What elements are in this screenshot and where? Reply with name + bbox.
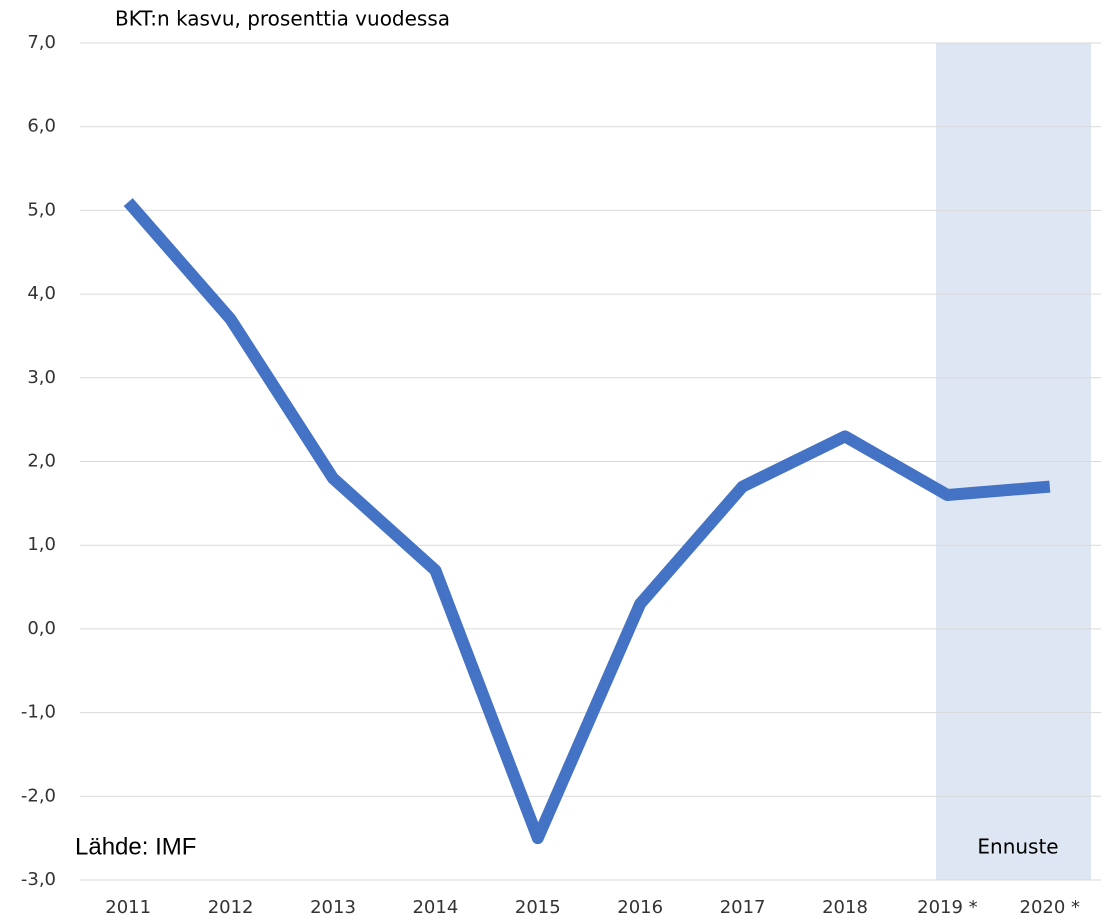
x-tick-label: 2016 xyxy=(617,897,663,918)
y-tick-label: -1,0 xyxy=(21,702,56,723)
chart-title: BKT:n kasvu, prosenttia vuodessa xyxy=(115,7,450,31)
y-tick-label: 2,0 xyxy=(27,451,56,472)
source-note: Lähde: IMF xyxy=(75,833,196,860)
x-tick-label: 2011 xyxy=(105,897,151,918)
series-line xyxy=(123,198,1051,845)
y-tick-label: 1,0 xyxy=(27,534,56,555)
x-tick-label: 2014 xyxy=(412,897,458,918)
forecast-label: Ennuste xyxy=(977,835,1058,859)
y-tick-label: -2,0 xyxy=(21,785,56,806)
y-tick-label: 5,0 xyxy=(27,199,56,220)
x-tick-label: 2018 xyxy=(822,897,868,918)
x-tick-label: 2020 * xyxy=(1020,897,1081,918)
y-tick-label: 7,0 xyxy=(27,32,56,53)
x-tick-label: 2012 xyxy=(208,897,254,918)
x-tick-label: 2017 xyxy=(720,897,766,918)
y-tick-label: 6,0 xyxy=(27,116,56,137)
y-tick-label: 3,0 xyxy=(27,367,56,388)
x-tick-label: 2013 xyxy=(310,897,356,918)
x-tick-label: 2019 * xyxy=(917,897,978,918)
y-tick-label: -3,0 xyxy=(21,869,56,890)
y-tick-label: 0,0 xyxy=(27,618,56,639)
x-tick-label: 2015 xyxy=(515,897,561,918)
y-tick-label: 4,0 xyxy=(27,283,56,304)
